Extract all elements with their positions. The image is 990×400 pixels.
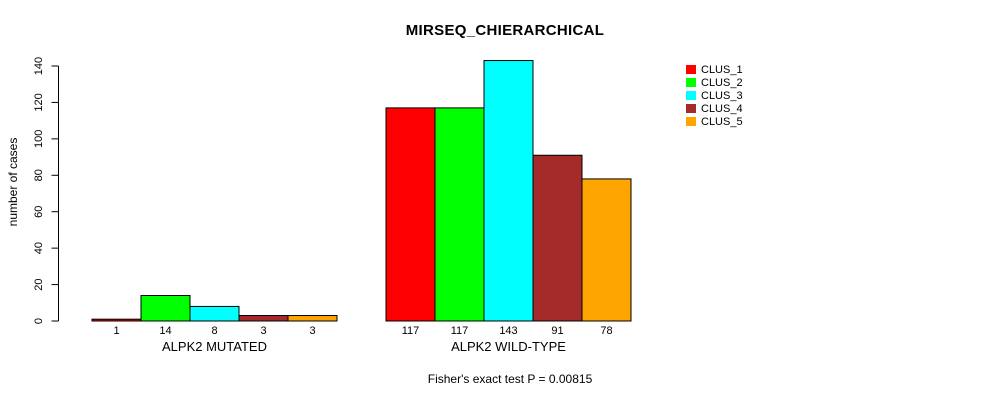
bar-value-label: 117 bbox=[451, 325, 469, 337]
legend-item: CLUS_2 bbox=[686, 76, 743, 89]
bar-clus_4 bbox=[238, 315, 289, 322]
legend-swatch bbox=[686, 78, 696, 87]
bar-value-label: 78 bbox=[600, 325, 612, 337]
stats-note: Fisher's exact test P = 0.00815 bbox=[427, 372, 593, 386]
legend-item: CLUS_1 bbox=[686, 63, 743, 76]
bar-clus_3 bbox=[483, 60, 534, 322]
bar-clus_5 bbox=[581, 178, 632, 322]
legend-swatch bbox=[686, 104, 696, 113]
legend-label: CLUS_3 bbox=[701, 89, 743, 102]
legend-swatch bbox=[686, 65, 696, 74]
bar-value-label: 143 bbox=[499, 325, 517, 337]
group-label: ALPK2 WILD-TYPE bbox=[451, 339, 566, 354]
bar-clus_1 bbox=[385, 107, 436, 322]
y-tick-label: 80 bbox=[33, 169, 45, 181]
legend-label: CLUS_2 bbox=[701, 76, 743, 89]
group-label: ALPK2 MUTATED bbox=[162, 339, 267, 354]
legend-item: CLUS_3 bbox=[686, 89, 743, 102]
legend: CLUS_1 CLUS_2 CLUS_3 CLUS_4 CLUS_5 bbox=[686, 63, 743, 128]
bar-clus_3 bbox=[189, 305, 240, 322]
legend-swatch bbox=[686, 117, 696, 126]
legend-swatch bbox=[686, 91, 696, 100]
bar-clus_2 bbox=[140, 295, 191, 322]
y-tick-label: 120 bbox=[33, 93, 45, 111]
y-tick-label: 100 bbox=[33, 130, 45, 148]
bar-clus_2 bbox=[434, 107, 485, 322]
y-tick-label: 0 bbox=[33, 318, 45, 324]
legend-label: CLUS_4 bbox=[701, 102, 743, 115]
bar-value-label: 3 bbox=[260, 325, 266, 337]
bar-value-label: 91 bbox=[551, 325, 563, 337]
bar-value-label: 14 bbox=[159, 325, 171, 337]
legend-item: CLUS_4 bbox=[686, 102, 743, 115]
bar-value-label: 8 bbox=[211, 325, 217, 337]
y-tick-label: 20 bbox=[33, 278, 45, 290]
chart-title: MIRSEQ_CHIERARCHICAL bbox=[405, 22, 605, 39]
legend-label: CLUS_5 bbox=[701, 115, 743, 128]
bar-clus_1 bbox=[91, 318, 142, 322]
y-tick-label: 60 bbox=[33, 206, 45, 218]
y-tick-label: 140 bbox=[33, 57, 45, 75]
bar-value-label: 3 bbox=[309, 325, 315, 337]
bar-clus_5 bbox=[287, 315, 338, 322]
legend-label: CLUS_1 bbox=[701, 63, 743, 76]
bar-clus_4 bbox=[532, 154, 583, 322]
bar-value-label: 117 bbox=[402, 325, 420, 337]
y-tick-label: 40 bbox=[33, 242, 45, 254]
legend-item: CLUS_5 bbox=[686, 115, 743, 128]
bar-value-label: 1 bbox=[113, 325, 119, 337]
